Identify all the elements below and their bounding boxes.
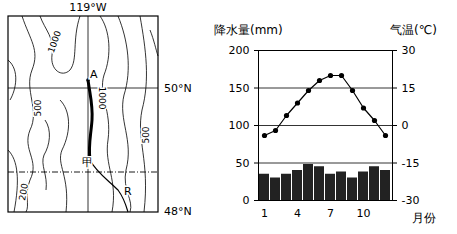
svg-text:50: 50 [236,157,250,170]
html-text:月份: 月份 [412,211,436,225]
svg-text:7: 7 [327,207,334,220]
html-text:降水量(mm): 降水量(mm) [214,23,283,37]
svg-text:1000: 1000 [46,29,63,54]
svg-text:500: 500 [33,99,43,116]
svg-text:0: 0 [243,194,250,207]
svg-text:15: 15 [402,82,416,95]
svg-text:150: 150 [229,82,250,95]
svg-text:30: 30 [402,44,416,57]
svg-text:48°N: 48°N [164,205,192,218]
svg-text:4: 4 [294,207,301,220]
html-text:气温(℃): 气温(℃) [390,23,437,37]
svg-text:甲: 甲 [82,156,93,169]
svg-text:100: 100 [229,119,250,132]
svg-text:500: 500 [141,126,151,143]
svg-text:200: 200 [17,182,30,201]
svg-text:-15: -15 [402,157,420,170]
svg-text:A: A [90,68,98,81]
svg-text:R: R [124,185,132,198]
svg-text:119°W: 119°W [69,1,106,14]
svg-text:-30: -30 [402,194,420,207]
svg-text:200: 200 [229,44,250,57]
svg-text:1: 1 [261,207,268,220]
svg-text:10: 10 [357,207,371,220]
svg-text:1000: 1000 [97,87,107,110]
svg-text:0: 0 [402,119,409,132]
svg-text:50°N: 50°N [164,82,192,95]
